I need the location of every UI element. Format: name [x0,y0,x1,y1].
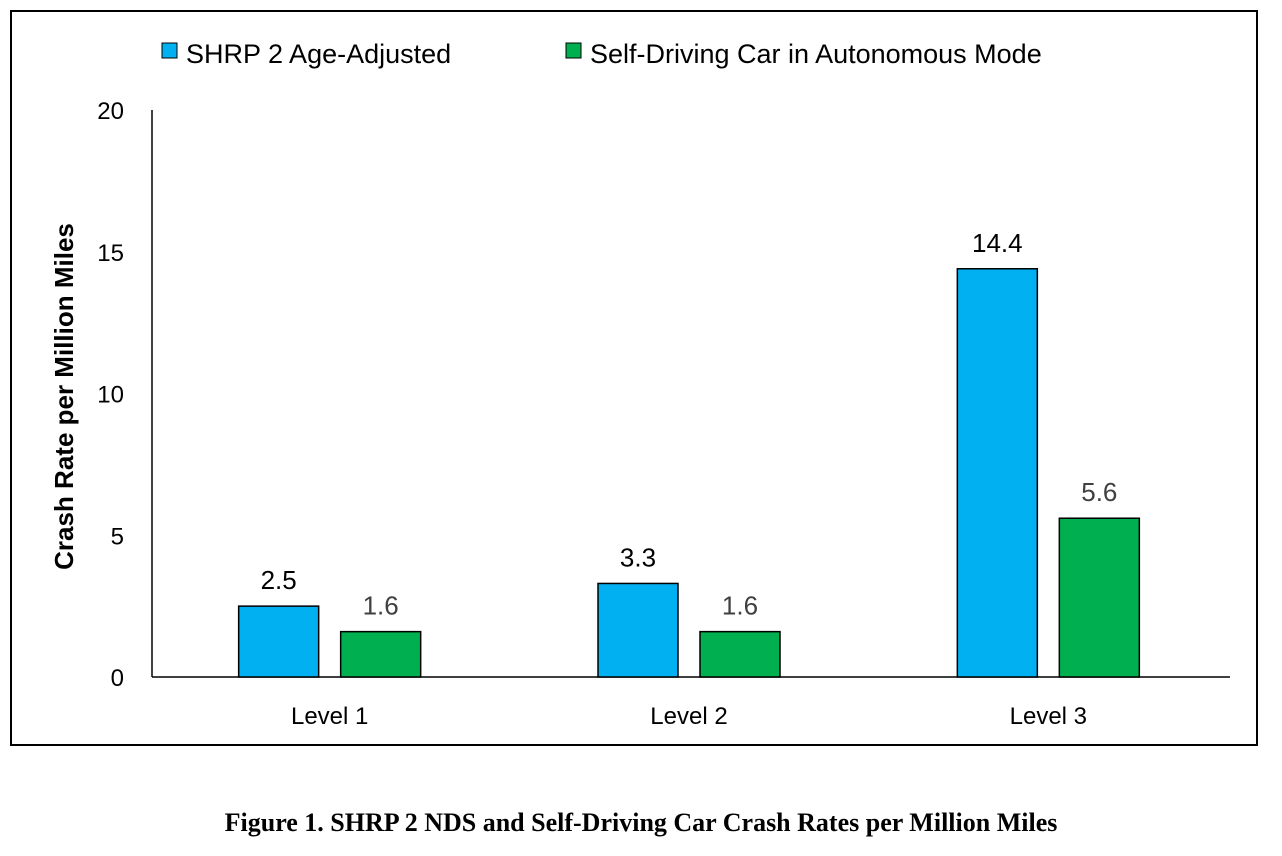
legend: SHRP 2 Age-Adjusted Self-Driving Car in A… [161,39,1042,69]
y-tick-label: 10 [97,382,124,409]
bar [597,582,679,678]
bar [339,630,422,678]
data-label: 5.6 [1081,477,1117,507]
data-label: 14.4 [972,228,1023,258]
x-tick-label: Level 3 [1010,703,1087,730]
x-axis: Level 1 Level 2 Level 3 [152,676,1230,730]
data-label: 2.5 [261,565,297,595]
y-axis: 0 5 10 15 20 Crash Rate per Million Miles [49,98,153,692]
legend-swatch [565,42,582,59]
legend-swatch [161,42,178,59]
data-label: 3.3 [620,542,656,572]
y-tick-label: 5 [111,523,124,550]
y-axis-title: Crash Rate per Million Miles [49,223,79,570]
data-label: 1.6 [363,591,399,621]
chart-frame [10,10,1258,746]
legend-label: SHRP 2 Age-Adjusted [186,39,451,69]
bar [699,630,781,678]
bars [237,268,1141,678]
bar [237,605,320,678]
x-tick-label: Level 1 [291,703,368,730]
bar [1058,517,1141,678]
data-label: 1.6 [722,591,758,621]
x-tick-label: Level 2 [650,703,727,730]
figure-caption: Figure 1. SHRP 2 NDS and Self-Driving Ca… [224,808,1058,837]
y-tick-label: 0 [111,665,124,692]
y-tick-label: 20 [97,98,124,125]
bar [956,268,1039,678]
y-tick-label: 15 [97,240,124,267]
data-labels: 2.5 1.6 3.3 1.6 14.4 5.6 [261,228,1118,621]
legend-label: Self-Driving Car in Autonomous Mode [590,39,1042,69]
bar-chart: SHRP 2 Age-Adjusted Self-Driving Car in A… [49,39,1230,730]
